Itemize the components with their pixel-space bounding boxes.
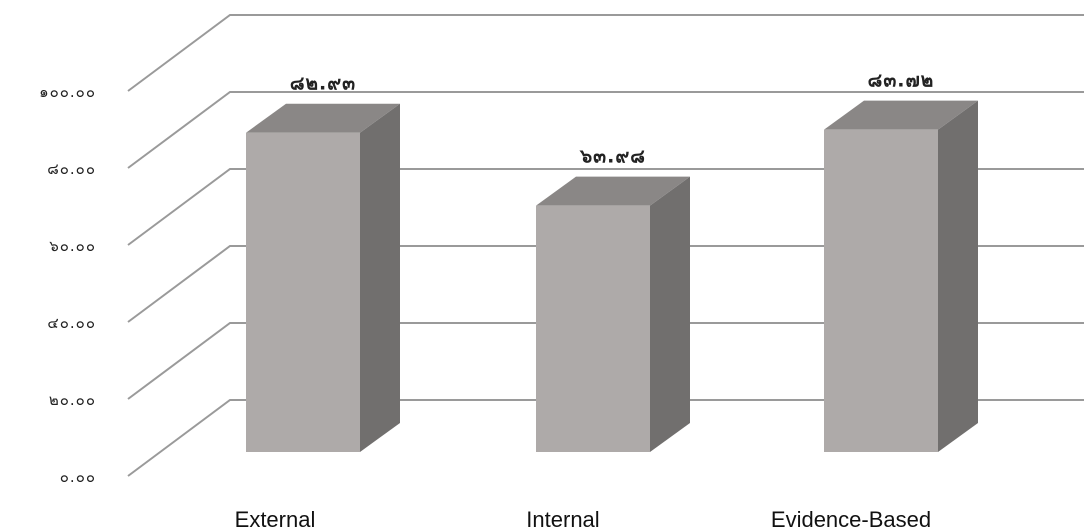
bar-top-face [536, 176, 690, 206]
bar-side-face [938, 100, 978, 452]
y-axis-tick-labels: ๐.๐๐ ๒๐.๐๐ ๔๐.๐๐ ๖๐.๐๐ ๘๐.๐๐ ๑๐๐.๐๐ [39, 83, 96, 486]
bar-side-face [360, 103, 400, 453]
bar-front-face [824, 129, 938, 453]
x-category-label: Internal [526, 507, 599, 529]
gridline [127, 399, 1084, 477]
grid-layer [127, 14, 1084, 477]
data-label: ๘๒.๙๓ [290, 73, 356, 95]
bar-top-face [246, 103, 400, 133]
y-tick-label: ๑๐๐.๐๐ [39, 83, 96, 101]
gridline [127, 91, 1084, 169]
x-category-label: Evidence-Based [771, 507, 931, 529]
data-label: ๘๓.๗๒ [868, 70, 935, 92]
gridline [127, 168, 1084, 246]
gridline [127, 14, 1084, 92]
bar: ๘๓.๗๒ [824, 70, 978, 453]
x-axis-category-labels: External Internal Evidence-Based [235, 507, 931, 529]
y-tick-label: ๒๐.๐๐ [49, 391, 96, 409]
x-category-label: External [235, 507, 316, 529]
y-tick-label: ๖๐.๐๐ [49, 237, 96, 255]
bar: ๖๓.๙๘ [536, 146, 690, 452]
y-tick-label: ๘๐.๐๐ [47, 160, 96, 178]
bar-front-face [536, 205, 650, 452]
y-tick-label: ๐.๐๐ [60, 468, 96, 486]
bar-side-face [650, 176, 690, 452]
bar: ๘๒.๙๓ [246, 73, 400, 453]
data-label: ๖๓.๙๘ [579, 146, 646, 168]
bar-front-face [246, 132, 360, 453]
y-tick-label: ๔๐.๐๐ [47, 314, 96, 332]
gridline [127, 322, 1084, 400]
gridline [127, 245, 1084, 323]
bar-top-face [824, 100, 978, 130]
